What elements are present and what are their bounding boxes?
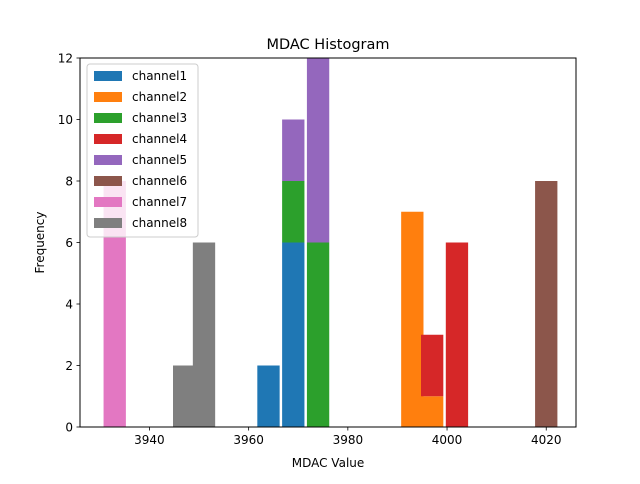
- bars-group: [103, 58, 558, 427]
- legend-swatch-channel8: [94, 218, 122, 228]
- legend: channel1 channel2 channel3 channel4 channel5…: [86, 63, 199, 238]
- legend-label-channel2: channel2: [132, 90, 187, 104]
- y-tick-label: 6: [65, 236, 73, 250]
- y-tick-label: 0: [65, 420, 73, 434]
- y-tick-label: 10: [58, 113, 73, 127]
- y-tick-label: 8: [65, 174, 73, 188]
- legend-label-channel1: channel1: [132, 69, 187, 83]
- bar-channel6-0: [535, 181, 558, 427]
- bar-channel3-1: [306, 242, 330, 427]
- x-tick-label: 3980: [333, 433, 364, 447]
- chart-title: MDAC Histogram: [266, 37, 389, 53]
- legend-label-channel6: channel6: [132, 174, 187, 188]
- bar-channel5-0: [282, 119, 305, 181]
- legend-swatch-channel1: [94, 71, 122, 81]
- bar-channel8-1: [192, 242, 216, 427]
- bar-channel2-0: [401, 211, 424, 427]
- bar-channel1-1: [282, 242, 305, 427]
- x-tick-label: 4000: [432, 433, 463, 447]
- bar-channel5-1: [306, 58, 330, 243]
- legend-label-channel3: channel3: [132, 111, 187, 125]
- legend-swatch-channel7: [94, 197, 122, 207]
- legend-label-channel5: channel5: [132, 153, 187, 167]
- y-axis-ticks: 0 2 4 6 8 10 12: [58, 51, 80, 434]
- legend-swatch-channel4: [94, 134, 122, 144]
- x-tick-label: 4020: [531, 433, 562, 447]
- x-axis-label: MDAC Value: [292, 456, 365, 470]
- legend-swatch-channel2: [94, 92, 122, 102]
- bar-channel4-0: [421, 334, 444, 397]
- bar-channel4-1: [445, 242, 469, 427]
- legend-label-channel8: channel8: [132, 216, 187, 230]
- legend-box: [86, 63, 199, 238]
- bar-channel8-0: [173, 365, 196, 427]
- x-axis-ticks: 3940 3960 3980 4000 4020: [134, 427, 562, 447]
- y-tick-label: 4: [65, 297, 73, 311]
- legend-swatch-channel3: [94, 113, 122, 123]
- legend-label-channel7: channel7: [132, 195, 187, 209]
- legend-label-channel4: channel4: [132, 132, 187, 146]
- bar-channel1-0: [257, 365, 280, 427]
- bar-channel3-0: [282, 181, 305, 243]
- x-tick-label: 3960: [233, 433, 264, 447]
- legend-swatch-channel5: [94, 155, 122, 165]
- bar-channel7-0: [103, 181, 126, 427]
- y-tick-label: 12: [58, 51, 73, 65]
- y-axis-label: Frequency: [33, 212, 47, 274]
- legend-swatch-channel6: [94, 176, 122, 186]
- bar-channel2-1: [421, 396, 444, 427]
- x-tick-label: 3940: [134, 433, 165, 447]
- y-tick-label: 2: [65, 359, 73, 373]
